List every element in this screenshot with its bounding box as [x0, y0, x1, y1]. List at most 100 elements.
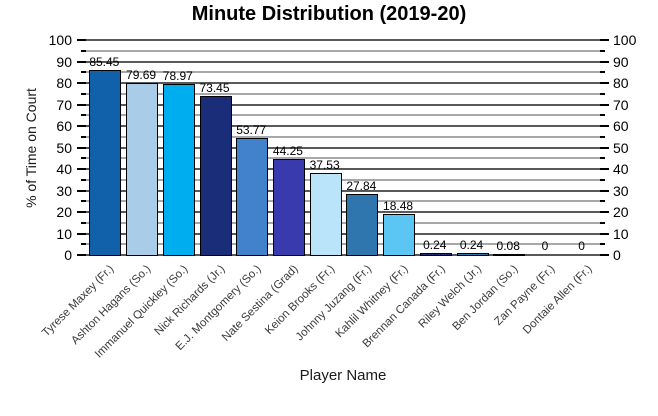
y-tick-left [77, 146, 86, 149]
gridline-major [86, 232, 600, 235]
y-tick-label-left: 80 [56, 75, 72, 91]
y-tick-left [77, 60, 86, 63]
gridline-major [86, 39, 600, 41]
y-tick-right [600, 114, 605, 117]
gridline-minor [86, 92, 600, 95]
bar-value-label: 73.45 [199, 81, 230, 96]
y-tick-label-left: 0 [64, 247, 72, 263]
y-tick-right [600, 135, 605, 138]
y-tick-right [600, 82, 609, 84]
y-tick-left [77, 168, 86, 170]
x-category-label: Riley Welch (Jr.) [416, 263, 484, 331]
y-tick-label-right: 50 [613, 139, 629, 156]
bar [162, 84, 195, 256]
y-tick-left [77, 211, 86, 213]
bar [493, 253, 526, 257]
gridline-minor [86, 200, 600, 203]
bar-value-label: 44.25 [272, 143, 303, 158]
y-tick-right [600, 243, 605, 246]
y-tick-right [600, 71, 605, 74]
y-tick-left [81, 135, 86, 138]
gridline-major [86, 211, 600, 213]
bar-value-label: 0 [578, 239, 585, 253]
y-tick-left [81, 71, 86, 74]
y-tick-right [600, 232, 609, 235]
y-tick-right [600, 254, 609, 256]
y-tick-right [600, 60, 609, 63]
gridline-major [86, 146, 600, 149]
y-tick-left [77, 82, 86, 84]
gridline-major [86, 125, 600, 127]
y-tick-left [81, 157, 86, 160]
y-tick-right [600, 49, 605, 52]
bar [199, 96, 232, 256]
bar [89, 70, 122, 256]
y-tick-left [81, 178, 86, 181]
y-tick-right [600, 103, 609, 106]
bar [272, 158, 305, 256]
bar [309, 173, 342, 256]
bar [126, 82, 159, 256]
y-tick-left [77, 232, 86, 235]
y-tick-right [600, 125, 609, 127]
y-tick-label-left: 100 [48, 32, 72, 48]
y-tick-label-left: 90 [56, 53, 72, 70]
y-tick-label-right: 30 [613, 182, 629, 199]
y-tick-label-right: 90 [613, 53, 629, 70]
y-tick-left [81, 243, 86, 246]
y-tick-label-left: 20 [56, 204, 72, 220]
y-tick-label-right: 10 [613, 225, 629, 242]
y-tick-right [600, 221, 605, 224]
y-tick-right [600, 200, 605, 203]
bar [456, 253, 489, 256]
y-tick-right [600, 211, 609, 213]
x-category-label: Dontaie Allen (Fr.) [520, 263, 595, 337]
gridline-minor [86, 178, 600, 181]
y-tick-left [81, 92, 86, 95]
bar-value-label: 0.24 [459, 238, 484, 253]
bar-value-label: 53.77 [236, 123, 267, 138]
x-category-label: Keion Brooks (Fr.) [263, 263, 338, 338]
gridline-minor [86, 49, 600, 52]
y-tick-right [600, 92, 605, 95]
y-tick-label-left: 50 [56, 139, 72, 156]
bar [383, 214, 416, 256]
y-tick-label-left: 30 [56, 182, 72, 199]
y-tick-right [600, 189, 609, 192]
y-tick-label-right: 60 [613, 118, 629, 134]
bar-value-label: 0.24 [423, 238, 447, 253]
y-tick-left [81, 221, 86, 224]
bar-value-label: 18.48 [383, 199, 414, 214]
bar-value-label: 78.97 [162, 69, 193, 84]
gridline-minor [86, 243, 600, 246]
chart-title: Minute Distribution (2019-20) [191, 3, 467, 25]
gridline-minor [86, 221, 600, 224]
y-tick-left [77, 189, 86, 192]
y-tick-label-right: 40 [613, 161, 629, 177]
y-tick-left [81, 200, 86, 203]
y-tick-right [600, 168, 609, 170]
y-tick-right [600, 178, 605, 181]
gridline-minor [86, 135, 600, 138]
gridline-major [86, 189, 600, 192]
y-tick-label-right: 100 [613, 32, 637, 48]
gridline-major [86, 60, 600, 63]
y-tick-label-right: 70 [613, 96, 629, 113]
y-tick-label-right: 20 [613, 204, 629, 220]
y-tick-right [600, 39, 609, 41]
gridline-major [86, 82, 600, 84]
gridline-major [86, 168, 600, 170]
bar-value-label: 85.45 [89, 55, 120, 70]
y-tick-label-left: 60 [56, 118, 72, 134]
y-tick-left [77, 125, 86, 127]
y-tick-label-left: 70 [56, 96, 72, 113]
bar-value-label: 0.08 [496, 238, 520, 253]
y-tick-left [81, 49, 86, 52]
y-tick-right [600, 157, 605, 160]
y-tick-label-left: 10 [56, 225, 72, 242]
gridline-minor [86, 114, 600, 117]
gridline-minor [86, 71, 600, 74]
y-tick-label-right: 80 [613, 75, 629, 91]
